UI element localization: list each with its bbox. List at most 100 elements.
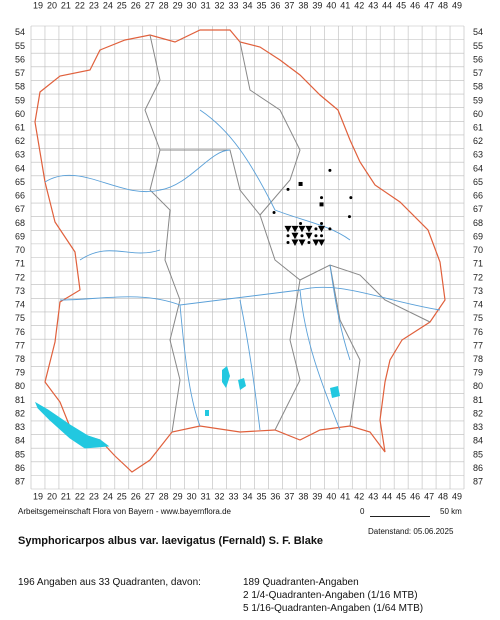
- row-label: 59: [15, 95, 25, 105]
- date: Datenstand: 05.06.2025: [368, 527, 454, 536]
- row-label: 87: [473, 477, 483, 487]
- row-label: 68: [15, 218, 25, 228]
- row-label: 71: [473, 259, 483, 269]
- column-label: 19: [33, 0, 43, 10]
- column-label: 31: [201, 491, 211, 501]
- column-label: 47: [424, 0, 434, 10]
- column-label: 23: [89, 491, 99, 501]
- row-label: 70: [15, 245, 25, 255]
- column-label: 20: [47, 0, 57, 10]
- column-label: 40: [326, 0, 336, 10]
- column-label: 31: [201, 0, 211, 10]
- row-label: 79: [15, 368, 25, 378]
- column-label: 32: [215, 491, 225, 501]
- row-label: 65: [473, 177, 483, 187]
- column-label: 34: [242, 491, 252, 501]
- marker-triangle: [291, 232, 299, 240]
- row-label: 56: [15, 54, 25, 64]
- marker-dot: [307, 241, 311, 245]
- row-label: 82: [15, 408, 25, 418]
- marker-triangle: [291, 225, 299, 233]
- lakes: [205, 366, 340, 416]
- summary-total: 196 Angaben aus 33 Quadranten, davon:: [18, 577, 201, 588]
- column-label: 46: [410, 491, 420, 501]
- column-label: 24: [103, 0, 113, 10]
- column-label: 49: [452, 491, 462, 501]
- column-label: 39: [312, 491, 322, 501]
- marker-triangle: [305, 225, 313, 233]
- marker-dot: [286, 241, 290, 245]
- column-label: 38: [298, 491, 308, 501]
- row-label: 55: [473, 41, 483, 51]
- bavaria-border: [34, 29, 446, 473]
- column-label: 35: [256, 491, 266, 501]
- row-label: 77: [473, 340, 483, 350]
- row-label: 81: [15, 395, 25, 405]
- column-label: 39: [312, 0, 322, 10]
- column-label: 23: [89, 0, 99, 10]
- column-label: 38: [298, 0, 308, 10]
- column-label: 42: [354, 0, 364, 10]
- row-label: 64: [473, 163, 483, 173]
- column-label: 22: [75, 491, 85, 501]
- row-label: 59: [473, 95, 483, 105]
- column-label: 35: [256, 0, 266, 10]
- column-label: 21: [61, 0, 71, 10]
- column-label: 21: [61, 491, 71, 501]
- row-label: 63: [473, 150, 483, 160]
- row-label: 78: [15, 354, 25, 364]
- marker-triangle: [312, 239, 320, 247]
- row-label: 79: [473, 368, 483, 378]
- row-label: 56: [473, 54, 483, 64]
- row-label: 85: [15, 449, 25, 459]
- column-label: 44: [382, 0, 392, 10]
- row-label: 66: [473, 191, 483, 201]
- row-label: 71: [15, 259, 25, 269]
- row-label: 73: [473, 286, 483, 296]
- column-label: 22: [75, 0, 85, 10]
- title: Symphoricarpos albus var. laevigatus (Fe…: [18, 535, 324, 547]
- row-label: 85: [473, 449, 483, 459]
- marker-dot: [314, 227, 318, 231]
- row-label: 60: [473, 109, 483, 119]
- column-label: 24: [103, 491, 113, 501]
- marker-dot: [299, 221, 303, 225]
- column-label: 37: [284, 491, 294, 501]
- column-label: 33: [229, 491, 239, 501]
- row-label: 75: [473, 313, 483, 323]
- row-label: 60: [15, 109, 25, 119]
- column-label: 43: [368, 491, 378, 501]
- row-label: 62: [15, 136, 25, 146]
- row-label: 58: [473, 82, 483, 92]
- column-label: 44: [382, 491, 392, 501]
- marker-triangle: [318, 239, 326, 247]
- column-label: 33: [229, 0, 239, 10]
- row-label: 69: [473, 231, 483, 241]
- marker-triangle: [284, 225, 292, 233]
- summary-line: 189 Quadranten-Angaben: [243, 577, 359, 588]
- row-label: 58: [15, 82, 25, 92]
- marker-dot: [286, 187, 290, 191]
- column-label: 41: [340, 491, 350, 501]
- column-label: 40: [326, 491, 336, 501]
- row-label: 72: [15, 272, 25, 282]
- column-label: 41: [340, 0, 350, 10]
- column-label: 28: [159, 491, 169, 501]
- district-borders: [144, 34, 431, 433]
- column-label: 25: [117, 0, 127, 10]
- grid: 19 19 20 20 21 21 22 22 23 23 24 24 25 25 26 26 27 27 28 28…: [15, 0, 483, 501]
- column-label: 42: [354, 491, 364, 501]
- column-label: 45: [396, 491, 406, 501]
- row-label: 77: [15, 340, 25, 350]
- row-label: 83: [15, 422, 25, 432]
- marker-triangle: [305, 232, 313, 240]
- row-label: 55: [15, 41, 25, 51]
- column-label: 27: [145, 0, 155, 10]
- summary-line: 5 1/16-Quadranten-Angaben (1/64 MTB): [243, 603, 424, 614]
- column-label: 47: [424, 491, 434, 501]
- marker-square: [298, 181, 303, 186]
- column-label: 27: [145, 491, 155, 501]
- row-label: 84: [15, 436, 25, 446]
- column-label: 49: [452, 0, 462, 10]
